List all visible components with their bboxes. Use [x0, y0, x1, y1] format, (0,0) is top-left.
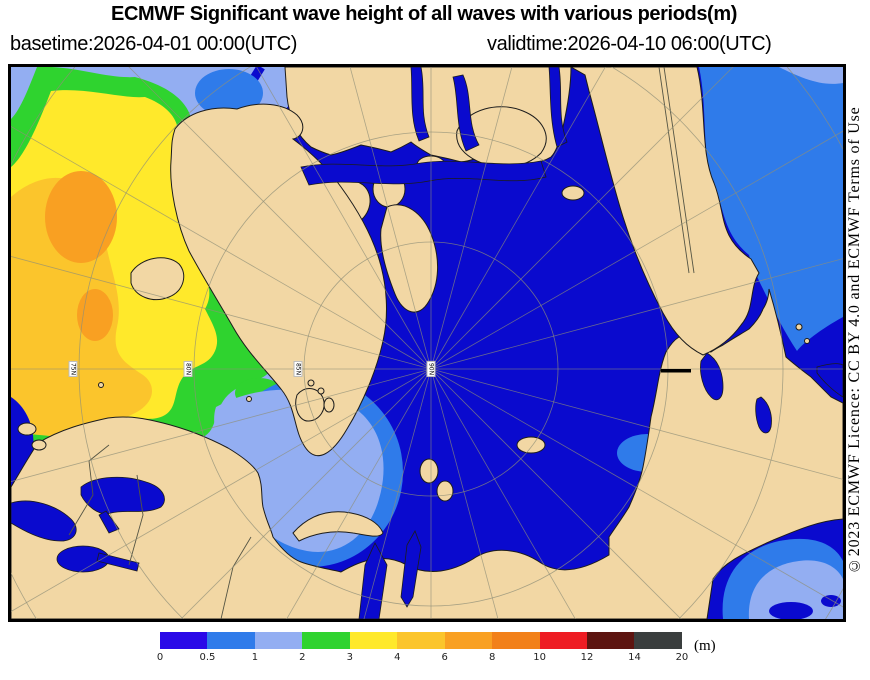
ob-gulf — [358, 542, 388, 619]
graticule-meridian — [286, 368, 432, 619]
graticule-meridian — [430, 368, 843, 608]
diomede-b — [804, 338, 810, 344]
colorbar-segment — [349, 632, 398, 649]
archipelago-channel-a — [410, 67, 430, 142]
colorbar-segment — [302, 632, 350, 649]
graticule-meridian — [430, 130, 843, 370]
lofoten-a — [17, 422, 37, 436]
colorbar-tick: 0.5 — [199, 652, 216, 663]
colorbar-legend: 0 0.5 1 2 3 4 6 8 10 12 14 20 (m) — [156, 632, 720, 672]
scandinavia-border-a — [68, 444, 110, 536]
diomede-a — [795, 323, 803, 331]
colorbar-segment — [397, 632, 445, 649]
graticule-meridian — [363, 368, 432, 619]
severnaya-zemlya-a — [419, 458, 439, 484]
map-frame — [8, 64, 846, 622]
archipelago-channel-c — [548, 67, 568, 148]
greenland-ne-05-1m-patch — [195, 69, 263, 117]
date-line-bar — [661, 369, 691, 373]
eurasia-landmass — [11, 288, 843, 619]
bering-corner-1-2m — [748, 560, 843, 619]
graticule-meridian — [430, 67, 606, 370]
svalbard — [295, 388, 325, 422]
bear-island — [246, 396, 252, 402]
colorbar-tick: 0 — [156, 652, 164, 663]
graticule-meridian — [256, 67, 432, 370]
graticule-meridian — [430, 368, 576, 619]
colorbar-tick: 3 — [346, 652, 353, 663]
page-title: ECMWF Significant wave height of all wav… — [111, 3, 737, 25]
colorbar-segment — [207, 632, 255, 649]
graticule-meridian — [430, 368, 682, 619]
ellesmere-island — [456, 106, 547, 168]
graticule-meridian — [430, 67, 734, 370]
colorbar-segment — [160, 632, 208, 649]
graticule-meridian — [128, 67, 432, 370]
colorbar-tick: 1 — [251, 652, 259, 663]
graticule-meridian — [430, 67, 513, 370]
colorbar-tick: 8 — [488, 652, 496, 663]
new-siberian-islands — [516, 436, 546, 454]
colorbar-segment — [254, 632, 303, 649]
novaya-zemlya — [292, 511, 384, 542]
severnaya-zemlya-b — [436, 480, 454, 502]
graticule-meridian — [180, 368, 432, 619]
white-sea — [80, 476, 165, 515]
graticule-meridian — [11, 126, 432, 370]
svalbard-east-island — [323, 397, 335, 413]
graticule-meridian — [349, 67, 432, 370]
graticule-meridian — [11, 368, 432, 612]
graticule-meridian — [11, 368, 432, 482]
chukotka-bay-a — [700, 352, 724, 401]
colorbar-unit-label: (m) — [694, 638, 716, 654]
border-lines — [68, 67, 695, 619]
colorbar-segment — [586, 632, 635, 649]
colorbar-tick: 10 — [533, 652, 546, 663]
archipelago-channel-b — [452, 74, 480, 152]
graticule-meridian — [430, 368, 499, 619]
validtime-label: validtime:2026-04-10 06:00(UTC) — [487, 33, 772, 55]
bering-corner-ice-a — [769, 602, 813, 619]
colorbar-tick: 12 — [580, 652, 594, 663]
wave-height-map — [11, 67, 843, 619]
chukotka-bay-b — [755, 396, 772, 434]
gulf-of-finland — [96, 552, 140, 572]
alaska-landmass — [569, 67, 760, 356]
copyright-sidebar: ©2023 ECMWF Licence: CC BY 4.0 and ECMWF… — [846, 106, 863, 574]
franz-josef-a — [307, 379, 315, 387]
colorbar-segments — [160, 632, 682, 649]
bering-05-1m — [699, 67, 843, 351]
bering-corner-ice-b — [821, 595, 841, 607]
colorbar-segment — [444, 632, 493, 649]
colorbar-segment — [634, 632, 682, 649]
colorbar-tick: 4 — [394, 652, 401, 663]
wave-field-6-8m-core — [45, 171, 117, 263]
right-edge-bay — [816, 363, 843, 398]
colorbar-segment — [492, 632, 540, 649]
gulf-of-bothnia — [11, 500, 77, 542]
alaska-canada-border — [658, 67, 690, 274]
colorbar-tick: 6 — [441, 652, 448, 663]
baffin-island — [380, 204, 439, 313]
colorbar-tick: 2 — [299, 652, 306, 663]
colorbar-tick: 20 — [675, 652, 689, 663]
franz-josef-b — [317, 387, 325, 395]
jan-mayen — [98, 382, 104, 388]
scandinavia-border-b — [128, 474, 144, 566]
lofoten-b — [31, 439, 47, 451]
colorbar-tick: 14 — [628, 652, 641, 663]
graticule-meridian — [430, 368, 843, 480]
wrangel-island — [561, 185, 585, 201]
graticule-meridian — [430, 258, 843, 370]
iceland — [130, 257, 185, 301]
basetime-label: basetime:2026-04-01 00:00(UTC) — [10, 33, 298, 55]
colorbar-segment — [539, 632, 587, 649]
yenisei-gulf — [400, 530, 422, 608]
wave-field-6-8m-south — [77, 289, 113, 341]
alaska-canada-border-2 — [663, 67, 695, 274]
bering-1-2m-corner — [779, 67, 843, 84]
graticule-meridian — [11, 256, 432, 370]
